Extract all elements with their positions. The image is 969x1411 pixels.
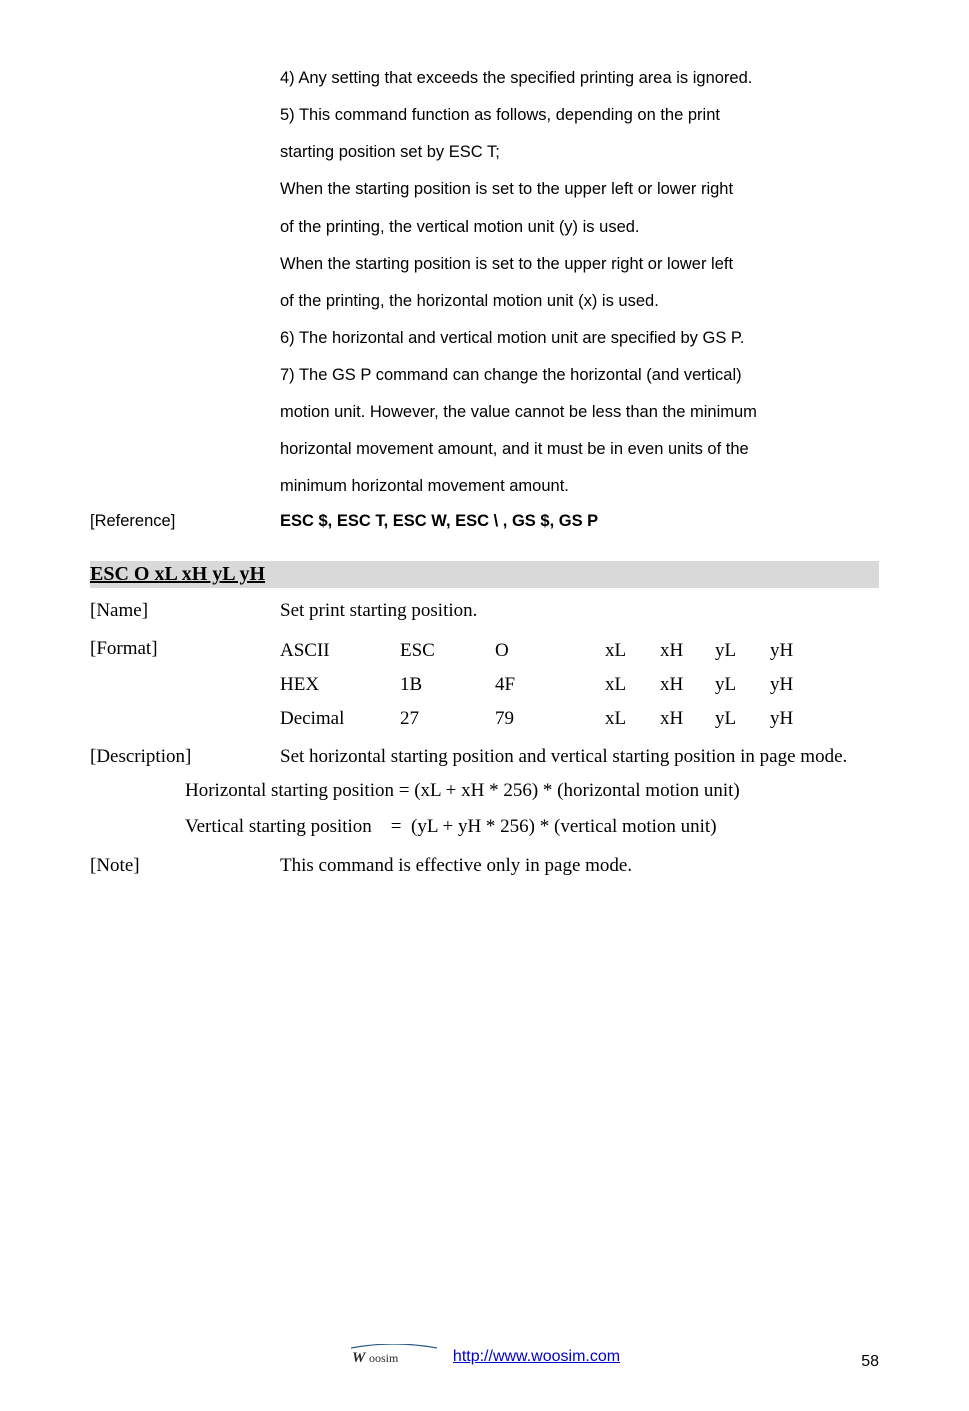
cell: 4F — [495, 668, 605, 702]
line: When the starting position is set to the… — [280, 246, 879, 283]
cell: xL — [605, 634, 660, 668]
cell: xH — [660, 668, 715, 702]
cell: ESC — [400, 634, 495, 668]
note-label: [Note] — [90, 851, 280, 881]
equation-line: Vertical starting position = (yL + yH * … — [185, 809, 879, 845]
note-row: [Note] This command is effective only in… — [90, 851, 879, 881]
cell: xH — [660, 634, 715, 668]
cell: 79 — [495, 702, 605, 736]
format-label: [Format] — [90, 634, 280, 737]
table-row: Decimal 27 79 xL xH yL yH — [280, 702, 879, 736]
reference-label: [Reference] — [90, 512, 280, 531]
table-row: ASCII ESC O xL xH yL yH — [280, 634, 879, 668]
cell: xL — [605, 668, 660, 702]
line: 6) The horizontal and vertical motion un… — [280, 320, 879, 357]
description-row: [Description] Set horizontal starting po… — [90, 742, 879, 772]
cell: Decimal — [280, 702, 400, 736]
table-row: HEX 1B 4F xL xH yL yH — [280, 668, 879, 702]
line: starting position set by ESC T; — [280, 134, 879, 171]
cell: yL — [715, 702, 770, 736]
name-row: [Name] Set print starting position. — [90, 596, 879, 626]
line: 7) The GS P command can change the horiz… — [280, 357, 879, 394]
format-table: ASCII ESC O xL xH yL yH HEX 1B 4F xL xH … — [280, 634, 879, 737]
cell: yH — [770, 634, 825, 668]
cell: xH — [660, 702, 715, 736]
cell: yL — [715, 668, 770, 702]
description-label: [Description] — [90, 742, 280, 772]
reference-row: [Reference] ESC $, ESC T, ESC W, ESC \ ,… — [90, 512, 879, 531]
cell: 1B — [400, 668, 495, 702]
line: of the printing, the horizontal motion u… — [280, 283, 879, 320]
name-value: Set print starting position. — [280, 596, 879, 626]
line: motion unit. However, the value cannot b… — [280, 394, 879, 431]
section-header: ESC O xL xH yL yH — [90, 561, 879, 588]
line: 5) This command function as follows, dep… — [280, 97, 879, 134]
cell: yL — [715, 634, 770, 668]
note-value: This command is effective only in page m… — [280, 851, 879, 881]
page-number: 58 — [861, 1353, 879, 1371]
top-text-block: 4) Any setting that exceeds the specifie… — [280, 60, 879, 506]
cell: 27 — [400, 702, 495, 736]
cell: O — [495, 634, 605, 668]
line: of the printing, the vertical motion uni… — [280, 209, 879, 246]
line: minimum horizontal movement amount. — [280, 468, 879, 505]
line: When the starting position is set to the… — [280, 171, 879, 208]
description-value: Set horizontal starting position and ver… — [280, 742, 879, 772]
format-row: [Format] ASCII ESC O xL xH yL yH HEX 1B … — [90, 634, 879, 737]
cell: xL — [605, 702, 660, 736]
cell: ASCII — [280, 634, 400, 668]
name-label: [Name] — [90, 596, 280, 626]
line: horizontal movement amount, and it must … — [280, 431, 879, 468]
page: 4) Any setting that exceeds the specifie… — [0, 0, 969, 1411]
line: 4) Any setting that exceeds the specifie… — [280, 60, 879, 97]
footer-link[interactable]: http://www.woosim.com — [453, 1348, 620, 1365]
logo: W oosim — [349, 1344, 439, 1371]
footer: W oosim http://www.woosim.com — [0, 1344, 969, 1371]
cell: yH — [770, 668, 825, 702]
cell: HEX — [280, 668, 400, 702]
svg-text:W: W — [352, 1350, 367, 1366]
svg-text:oosim: oosim — [369, 1351, 399, 1365]
cell: yH — [770, 702, 825, 736]
reference-value: ESC $, ESC T, ESC W, ESC \ , GS $, GS P — [280, 512, 598, 531]
equation-line: Horizontal starting position = (xL + xH … — [185, 773, 879, 809]
